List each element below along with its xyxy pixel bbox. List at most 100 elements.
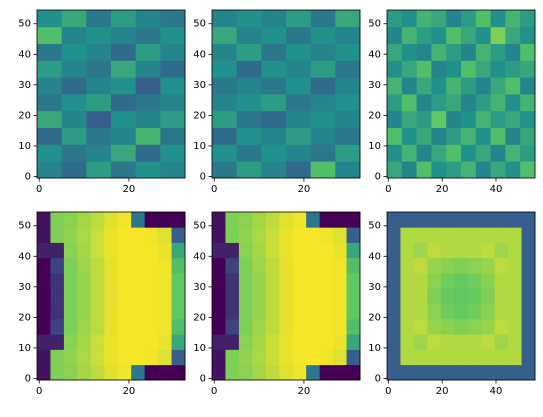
heatmap-cell <box>135 60 161 78</box>
heatmap-cell <box>481 349 496 366</box>
heatmap-cell <box>279 288 294 305</box>
y-tick-label: 30 <box>18 80 31 91</box>
heatmap-cell <box>252 334 267 350</box>
heatmap-cell <box>310 110 336 128</box>
heatmap-cell <box>413 318 428 335</box>
heatmap-cell <box>400 364 415 381</box>
heatmap-cell <box>440 364 455 381</box>
heatmap-cell <box>236 144 262 162</box>
heatmap-cell <box>505 94 521 112</box>
heatmap-cell <box>261 127 287 145</box>
heatmap-cell <box>37 144 63 162</box>
heatmap-cell <box>104 242 119 259</box>
heatmap-cell <box>310 43 336 61</box>
heatmap-cell <box>310 161 336 179</box>
heatmap-cell <box>400 288 415 305</box>
heatmap-cell <box>387 242 401 259</box>
heatmap-cell <box>63 242 78 259</box>
heatmap-cell <box>238 273 253 289</box>
heatmap-cell <box>117 288 132 305</box>
heatmap-cell <box>310 26 336 44</box>
heatmap-cell <box>481 242 496 259</box>
y-tick-label: 10 <box>18 141 31 152</box>
heatmap-cell <box>61 26 87 44</box>
heatmap-cell <box>236 127 262 145</box>
heatmap-cell <box>135 43 161 61</box>
heatmap-cell <box>37 364 51 381</box>
heatmap-cell <box>236 43 262 61</box>
heatmap-cell <box>50 364 65 381</box>
heatmap-cell <box>236 110 262 128</box>
heatmap-cell <box>481 227 496 243</box>
heatmap-cell <box>265 334 280 350</box>
heatmap-cell <box>37 273 51 289</box>
y-tick-label: 10 <box>193 141 206 152</box>
heatmap-cell <box>37 318 51 335</box>
heatmap-cell <box>236 60 262 78</box>
heatmap-cell <box>61 161 87 179</box>
heatmap-cell <box>171 288 186 305</box>
heatmap-cell <box>454 318 469 335</box>
heatmap-cell <box>446 94 462 112</box>
heatmap-cell <box>400 257 415 274</box>
heatmap-cell <box>265 227 280 243</box>
heatmap-cell <box>111 94 137 112</box>
heatmap-cell <box>265 257 280 274</box>
heatmap-cell <box>212 257 226 274</box>
heatmap-cell <box>212 60 238 78</box>
heatmap-cell <box>104 318 119 335</box>
heatmap-cell <box>117 334 132 350</box>
heatmap-cell <box>77 242 92 259</box>
heatmap-cell <box>335 26 361 44</box>
heatmap-cell <box>346 334 361 350</box>
axes-frame <box>211 211 361 381</box>
x-tick-label: 20 <box>298 386 311 397</box>
x-tick-label: 0 <box>385 386 391 397</box>
heatmap-cell <box>37 242 51 259</box>
heatmap-cell <box>135 110 161 128</box>
heatmap-cell <box>86 94 112 112</box>
heatmap-cell <box>212 212 226 228</box>
heatmap-cell <box>61 10 87 28</box>
heatmap-cell <box>144 318 159 335</box>
heatmap-cell <box>117 349 132 366</box>
heatmap-cell <box>104 349 119 366</box>
heatmap-cell <box>37 110 63 128</box>
heatmap-cell <box>292 349 307 366</box>
heatmap-cell <box>346 242 361 259</box>
heatmap-cell <box>117 212 132 228</box>
heatmap-cell <box>144 334 159 350</box>
heatmap-cell <box>333 242 347 259</box>
heatmap-cell <box>292 364 307 381</box>
heatmap-cell <box>520 144 536 162</box>
heatmap-cell <box>416 161 432 179</box>
heatmap-cell <box>104 334 119 350</box>
heatmap-cell <box>333 257 347 274</box>
heatmap-cell <box>387 303 401 320</box>
heatmap-cell <box>521 288 536 305</box>
heatmap-cell <box>387 212 401 228</box>
heatmap-cell <box>431 26 447 44</box>
heatmap-cell <box>252 364 267 381</box>
heatmap-cell <box>111 60 137 78</box>
heatmap-cell <box>416 43 432 61</box>
heatmap-cell <box>310 127 336 145</box>
heatmap-cell <box>171 318 186 335</box>
y-tick-label: 50 <box>368 221 381 232</box>
heatmap-cell <box>212 227 226 243</box>
heatmap-cell <box>37 43 63 61</box>
heatmap-cell <box>508 273 522 289</box>
heatmap-cell <box>61 77 87 95</box>
heatmap-cell <box>521 318 536 335</box>
heatmap-cell <box>508 349 522 366</box>
x-tick-label: 40 <box>490 184 503 195</box>
heatmap-cell <box>505 10 521 28</box>
heatmap-cell <box>225 364 240 381</box>
heatmap-cell <box>508 303 522 320</box>
heatmap-cell <box>77 334 92 350</box>
y-tick-label: 10 <box>368 343 381 354</box>
heatmap-cell <box>427 303 442 320</box>
heatmap-cell <box>440 334 455 350</box>
heatmap-cell <box>431 144 447 162</box>
heatmap-cell <box>292 334 307 350</box>
